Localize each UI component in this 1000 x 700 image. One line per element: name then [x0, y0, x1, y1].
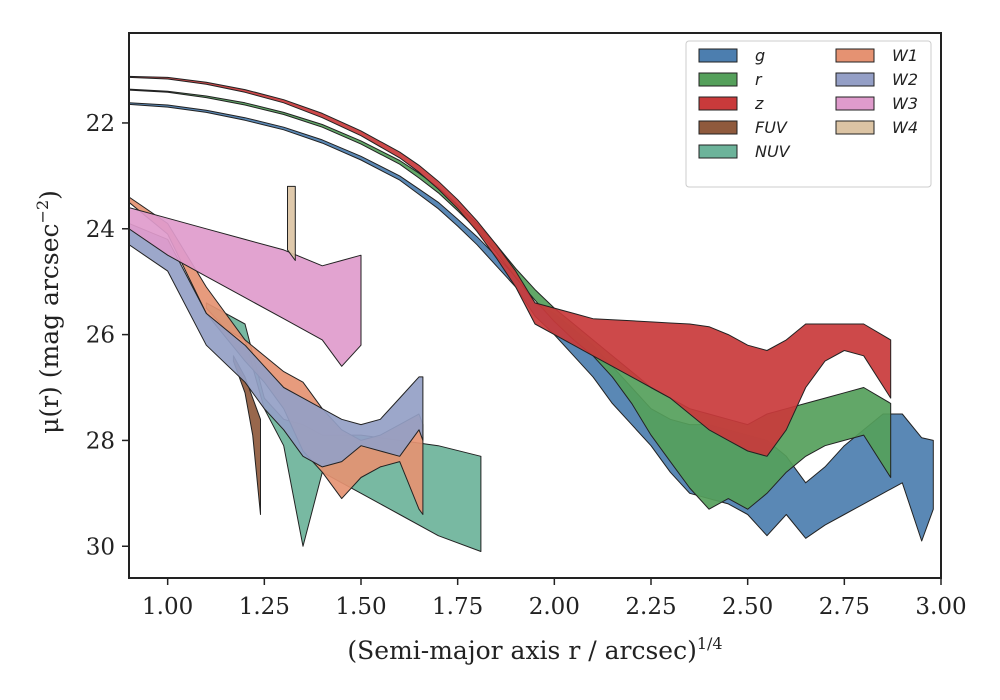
y-tick-label: 30 [86, 534, 115, 560]
x-tick-label: 2.25 [625, 594, 676, 620]
y-axis-label-exponent: −2 [33, 200, 52, 224]
x-tick-label: 1.75 [432, 594, 483, 620]
y-tick-label: 26 [86, 323, 115, 349]
legend-label-r: r [755, 70, 763, 89]
legend-label-fuv: FUV [755, 118, 788, 137]
legend-label-w1: W1 [892, 46, 918, 65]
legend-swatch-w2 [835, 72, 875, 87]
legend-label-w4: W4 [892, 118, 918, 137]
legend-swatch-w1 [835, 48, 875, 63]
legend-swatch-z [698, 96, 738, 111]
x-tick-label: 2.50 [722, 594, 773, 620]
band-w4 [287, 185, 296, 261]
legend-swatch-w3 [835, 96, 875, 111]
band-z [129, 75, 892, 457]
y-tick-label: 22 [86, 111, 115, 137]
x-tick-label: 1.50 [335, 594, 386, 620]
series-layer [129, 75, 934, 552]
legend-label-w3: W3 [892, 94, 918, 113]
band-w3 [129, 207, 362, 367]
x-tick-label: 2.00 [529, 594, 580, 620]
x-tick-label: 1.00 [142, 594, 193, 620]
legend-swatch-r [698, 72, 738, 87]
legend-label-w2: W2 [892, 70, 918, 89]
x-tick-label: 1.25 [239, 594, 290, 620]
legend-swatch-w4 [835, 120, 875, 135]
legend-label-z: z [754, 94, 764, 113]
x-axis-label-exponent: 1/4 [697, 634, 723, 653]
y-tick-label: 28 [86, 428, 115, 454]
y-axis-label: μ(r) (mag arcsec−2) [33, 190, 64, 434]
legend-swatch-g [698, 48, 738, 63]
y-tick-label: 24 [86, 217, 115, 243]
legend-swatch-nuv [698, 144, 738, 159]
x-axis-label: (Semi-major axis r / arcsec)1/4 [347, 634, 722, 665]
x-tick-label: 3.00 [915, 594, 966, 620]
legend: grz FUV NUV W1 W2 W3 W4 [685, 40, 932, 188]
plot-frame [128, 32, 942, 579]
legend-label-nuv: NUV [755, 142, 791, 161]
x-axis-ticks: 1.00 1.25 1.50 1.75 2.00 2.25 2.50 2.75 3.00 [142, 578, 967, 620]
legend-swatch-fuv [698, 120, 738, 135]
x-tick-label: 2.75 [819, 594, 870, 620]
legend-label-g: g [755, 46, 765, 65]
y-axis-ticks: 22 24 26 28 30 [86, 111, 129, 560]
